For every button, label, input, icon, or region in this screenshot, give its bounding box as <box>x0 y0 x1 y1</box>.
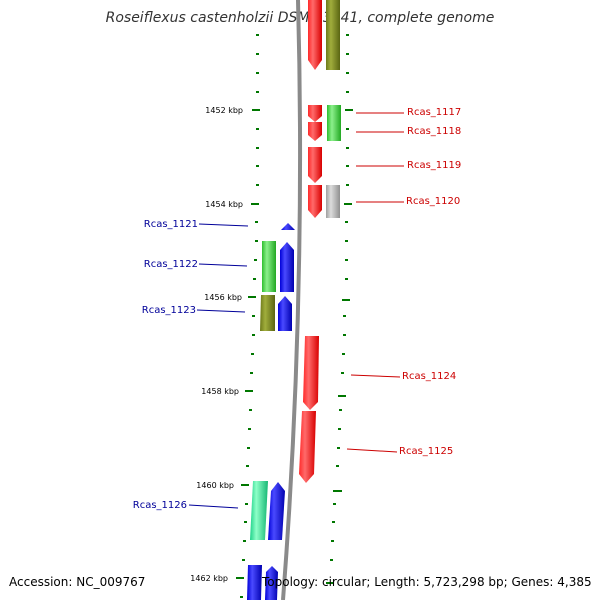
gene-label-rcas-1123: Rcas_1123 <box>142 305 196 316</box>
leader-rcas-1126 <box>188 504 239 509</box>
kbp-label-1462: 1462 kbp <box>190 574 228 583</box>
gene-label-rcas-1117: Rcas_1117 <box>407 107 461 118</box>
gene-arrow-rcas-1124 <box>303 336 319 410</box>
gene-label-rcas-1122: Rcas_1122 <box>144 259 198 270</box>
gene-arrow-rcas-1126 <box>268 482 285 540</box>
gene-arrow-rcas-1123-olive <box>260 295 275 331</box>
leader-rcas-1122 <box>198 263 248 267</box>
gene-arrow-rcas-1120 <box>308 185 322 218</box>
leader-rcas-1124 <box>350 374 401 378</box>
gene-arrow-rcas-1122 <box>280 242 294 292</box>
gene-label-rcas-1125: Rcas_1125 <box>399 446 453 457</box>
gene-arrow-rcas-1119 <box>308 147 322 183</box>
gene-label-rcas-1126: Rcas_1126 <box>133 500 187 511</box>
gene-arrow-bottom-blue-2 <box>265 566 278 600</box>
genome-backbone <box>281 0 303 600</box>
gene-arrow-olive-top <box>326 0 340 70</box>
gene-arrow-rcas-1126-mint <box>250 481 268 540</box>
gene-label-rcas-1124: Rcas_1124 <box>402 371 456 382</box>
kbp-label-1456: 1456 kbp <box>204 293 242 302</box>
kbp-label-1460: 1460 kbp <box>196 481 234 490</box>
gene-arrow-rcas-1117-green <box>327 105 341 141</box>
gene-label-rcas-1121: Rcas_1121 <box>144 219 198 230</box>
gene-label-rcas-1118: Rcas_1118 <box>407 126 461 137</box>
gene-label-rcas-1119: Rcas_1119 <box>407 160 461 171</box>
kbp-label-1454: 1454 kbp <box>205 200 243 209</box>
accession-text: Accession: NC_009767 <box>9 575 146 589</box>
left-tick-track <box>236 34 260 598</box>
kbp-label-1458: 1458 kbp <box>201 387 239 396</box>
gene-arrow-rcas-1118 <box>308 122 322 141</box>
leader-rcas-1123 <box>196 309 246 313</box>
right-tick-track <box>326 34 353 584</box>
gene-arrow-rcas-1122-green <box>262 241 276 292</box>
gene-label-rcas-1120: Rcas_1120 <box>406 196 460 207</box>
gene-arrow-rcas-1120-gray <box>326 185 340 218</box>
gene-arrow-bottom-blue-1 <box>247 565 262 600</box>
leader-rcas-1121 <box>198 223 249 227</box>
gene-arrow-red-top <box>308 0 322 70</box>
gene-arrow-rcas-1123 <box>278 296 292 331</box>
gene-arrow-rcas-1125 <box>299 411 316 483</box>
gene-arrow-rcas-1121 <box>281 223 295 230</box>
leader-rcas-1125 <box>346 448 398 453</box>
genome-summary-text: Topology: circular; Length: 5,723,298 bp… <box>262 575 592 589</box>
kbp-label-1452: 1452 kbp <box>205 106 243 115</box>
gene-arrow-rcas-1117 <box>308 105 322 122</box>
